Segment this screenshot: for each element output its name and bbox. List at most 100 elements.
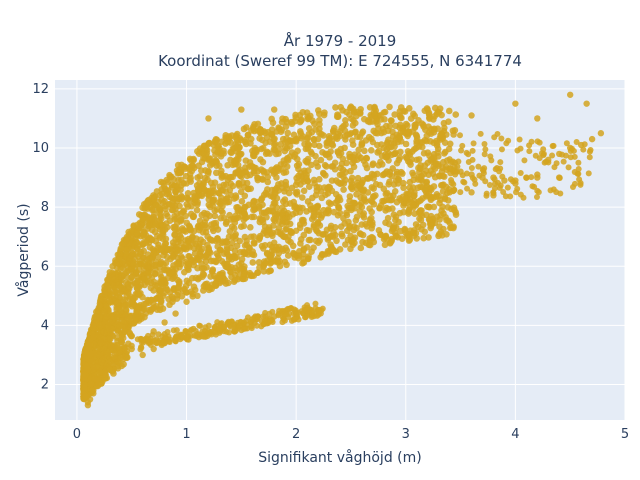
data-point	[502, 193, 509, 200]
data-point	[440, 158, 447, 166]
data-point	[440, 225, 447, 233]
data-point	[283, 185, 290, 192]
data-point	[158, 245, 165, 253]
data-point	[583, 100, 590, 107]
data-point	[216, 162, 223, 169]
data-point	[206, 162, 214, 169]
data-point	[435, 192, 443, 200]
data-point	[282, 200, 290, 208]
data-point	[114, 289, 121, 297]
data-point	[340, 214, 347, 222]
data-point	[414, 184, 422, 192]
data-point	[481, 151, 488, 158]
data-point	[104, 322, 112, 330]
data-point	[398, 235, 406, 242]
data-point	[200, 154, 207, 162]
data-point	[195, 245, 202, 252]
data-point	[393, 198, 401, 206]
data-point	[314, 218, 322, 226]
data-point	[186, 253, 193, 260]
data-point	[445, 107, 453, 115]
data-point	[303, 312, 310, 319]
data-point	[198, 221, 206, 229]
data-point	[211, 212, 219, 220]
data-point	[424, 203, 431, 210]
data-point	[531, 183, 538, 190]
data-point	[200, 287, 207, 294]
data-point	[328, 245, 336, 252]
data-point	[500, 188, 507, 195]
data-point	[457, 189, 464, 196]
data-point	[425, 111, 433, 118]
data-point	[321, 109, 328, 116]
data-point	[123, 301, 130, 308]
data-point	[231, 225, 238, 232]
data-point	[241, 138, 249, 146]
data-point	[292, 135, 300, 143]
data-point	[134, 221, 141, 229]
data-point	[173, 247, 181, 255]
data-point	[156, 339, 163, 346]
data-point	[292, 209, 300, 217]
data-point	[575, 165, 582, 172]
data-point	[159, 221, 167, 229]
data-point	[281, 138, 289, 146]
data-point	[149, 299, 157, 307]
data-point	[189, 162, 197, 170]
data-point	[303, 226, 311, 234]
data-point	[423, 132, 431, 139]
data-point	[357, 244, 365, 252]
data-point	[336, 132, 344, 140]
data-point	[117, 245, 124, 252]
data-point	[303, 307, 311, 314]
data-point	[243, 241, 251, 249]
data-point	[222, 132, 229, 139]
data-point	[115, 303, 122, 311]
data-point	[374, 129, 381, 137]
data-point	[397, 168, 405, 176]
data-point	[498, 135, 505, 142]
data-point	[370, 201, 378, 208]
data-point	[161, 339, 168, 347]
data-point	[178, 253, 185, 261]
data-point	[260, 144, 267, 152]
data-point	[254, 167, 262, 175]
data-point	[261, 321, 268, 328]
data-point	[380, 144, 388, 152]
data-point	[242, 157, 250, 164]
data-point	[300, 187, 308, 195]
chart-title-line2: Koordinat (Sweref 99 TM): E 724555, N 63…	[158, 52, 522, 70]
data-point	[95, 381, 103, 388]
data-point	[355, 152, 362, 160]
data-point	[90, 334, 97, 341]
data-point	[129, 261, 137, 269]
data-point	[358, 203, 366, 211]
data-point	[248, 323, 255, 330]
data-point	[283, 144, 291, 152]
data-point	[359, 238, 366, 246]
data-point	[335, 194, 343, 201]
data-point	[442, 213, 449, 221]
data-point	[222, 220, 230, 227]
data-point	[516, 136, 523, 143]
data-point	[350, 223, 358, 230]
data-point	[505, 137, 512, 144]
data-point	[209, 183, 217, 191]
data-point	[446, 189, 453, 196]
data-point	[165, 295, 172, 303]
data-point	[137, 346, 144, 353]
data-point	[386, 171, 393, 178]
data-point	[254, 269, 261, 277]
data-point	[207, 273, 214, 280]
data-point	[181, 268, 188, 276]
data-point	[402, 140, 410, 148]
data-point	[159, 235, 167, 242]
data-point	[200, 179, 207, 187]
data-point	[319, 231, 327, 238]
data-point	[310, 208, 318, 216]
data-point	[264, 178, 272, 186]
data-point	[160, 289, 168, 297]
data-point	[194, 331, 201, 338]
data-point	[125, 285, 133, 293]
data-point	[84, 366, 92, 373]
